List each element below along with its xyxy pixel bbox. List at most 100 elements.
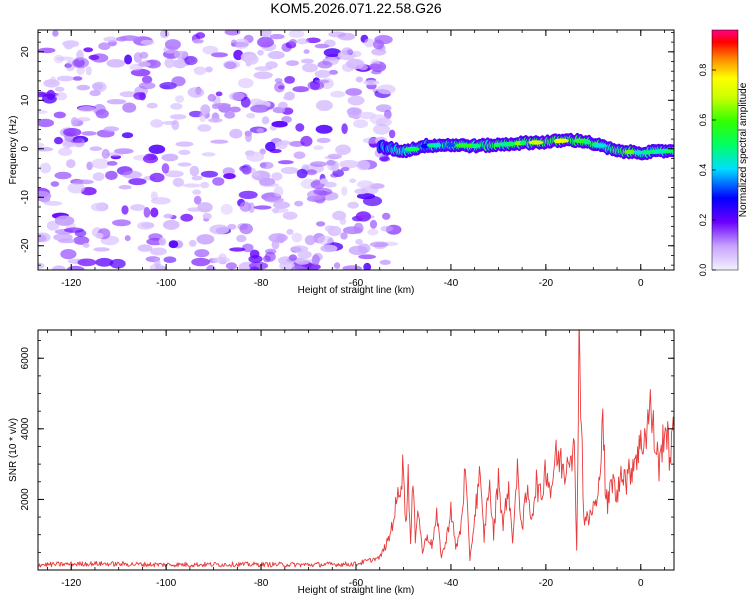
spectrogram-y-tick-label: -10 — [20, 190, 31, 205]
noise-blob — [363, 262, 372, 270]
noise-blob — [38, 109, 48, 115]
noise-blob — [316, 137, 331, 143]
noise-blob — [192, 39, 204, 44]
noise-blob — [76, 84, 91, 91]
colorbar: 0.0 0.2 0.4 0.6 0.8 Normalized spectral ampl… — [698, 29, 749, 277]
noise-blob — [295, 123, 305, 132]
noise-blob — [301, 58, 314, 64]
noise-blob — [122, 102, 137, 113]
noise-blob — [62, 40, 80, 48]
noise-blob — [253, 205, 272, 210]
noise-blob — [63, 127, 82, 137]
noise-blob — [275, 141, 288, 150]
noise-blob — [314, 69, 331, 78]
noise-blob — [101, 148, 110, 159]
noise-blob — [171, 76, 186, 87]
noise-blob — [195, 32, 206, 39]
noise-blob — [55, 92, 67, 101]
noise-blob — [269, 33, 285, 40]
noise-blob — [164, 39, 181, 50]
noise-blob — [317, 60, 333, 69]
noise-blob — [347, 201, 360, 209]
signal-band-peak — [434, 143, 441, 148]
noise-blob — [38, 118, 54, 128]
spectrogram-x-tick-label: -100 — [156, 278, 176, 289]
signal-band-peak — [624, 149, 636, 155]
noise-blob — [240, 96, 251, 108]
noise-blob — [356, 160, 371, 171]
noise-blob — [56, 75, 74, 82]
noise-blob — [380, 225, 394, 232]
noise-blob — [264, 197, 284, 203]
noise-blob — [341, 186, 348, 196]
noise-blob — [199, 111, 207, 123]
noise-blob — [163, 213, 173, 219]
noise-blob — [122, 170, 143, 179]
noise-blob — [128, 178, 147, 186]
noise-blob — [373, 39, 384, 50]
noise-blob — [291, 265, 308, 270]
noise-blob — [356, 193, 376, 200]
noise-blob — [314, 79, 330, 84]
noise-blob — [95, 232, 104, 239]
figure-title: KOM5.2026.071.22.58.G26 — [270, 0, 441, 16]
signal-band-peak — [583, 139, 591, 145]
noise-blob — [271, 172, 283, 181]
noise-blob — [311, 254, 320, 266]
noise-blob — [223, 173, 236, 180]
noise-blob — [212, 177, 225, 186]
noise-blob — [297, 250, 312, 259]
noise-blob — [278, 101, 288, 109]
noise-blob — [70, 117, 79, 127]
noise-blob — [161, 153, 179, 162]
noise-blob — [58, 238, 75, 244]
colorbar-label: Normalized spectral amplitude — [738, 82, 749, 217]
noise-blob — [229, 106, 241, 113]
noise-blob — [263, 255, 271, 263]
noise-blob — [346, 58, 365, 70]
noise-blob — [54, 136, 63, 145]
noise-blob — [286, 228, 294, 235]
noise-blob — [149, 247, 167, 256]
noise-blob — [358, 111, 376, 120]
noise-blob — [335, 144, 351, 156]
noise-blob — [357, 243, 371, 254]
noise-blob — [210, 139, 229, 144]
noise-blob — [288, 254, 297, 261]
noise-blob — [382, 212, 391, 220]
snr-y-axis-label: SNR (10 * v/v) — [8, 418, 19, 482]
noise-blob — [319, 178, 328, 185]
noise-blob — [105, 170, 118, 180]
noise-blob — [148, 144, 166, 154]
noise-blob — [124, 54, 133, 65]
noise-blob — [357, 180, 374, 189]
noise-blob — [118, 185, 132, 190]
noise-blob — [38, 262, 45, 269]
colorbar-tick-label: 0.0 — [698, 264, 708, 277]
noise-blob — [91, 158, 110, 169]
noise-blob — [238, 190, 258, 200]
noise-blob — [305, 37, 321, 44]
spectrogram-y-tick-label: 10 — [20, 94, 31, 106]
noise-blob — [182, 183, 201, 188]
noise-blob — [252, 171, 260, 177]
noise-blob — [289, 39, 297, 45]
noise-blob — [246, 112, 256, 119]
noise-blob — [367, 228, 379, 236]
noise-blob — [239, 223, 253, 235]
noise-blob — [137, 244, 153, 252]
noise-blob — [53, 111, 66, 119]
noise-blob — [89, 146, 103, 151]
noise-blob — [295, 258, 310, 265]
spectrogram-heatmap — [38, 30, 674, 270]
noise-blob — [77, 258, 97, 267]
noise-blob — [52, 265, 66, 270]
noise-blob — [91, 82, 104, 90]
noise-blob — [246, 151, 265, 162]
noise-blob — [316, 221, 326, 227]
noise-blob — [353, 222, 364, 234]
snr-x-tick-label: -80 — [254, 578, 269, 589]
noise-blob — [281, 116, 292, 123]
noise-blob — [109, 258, 126, 269]
noise-blob — [288, 30, 305, 38]
